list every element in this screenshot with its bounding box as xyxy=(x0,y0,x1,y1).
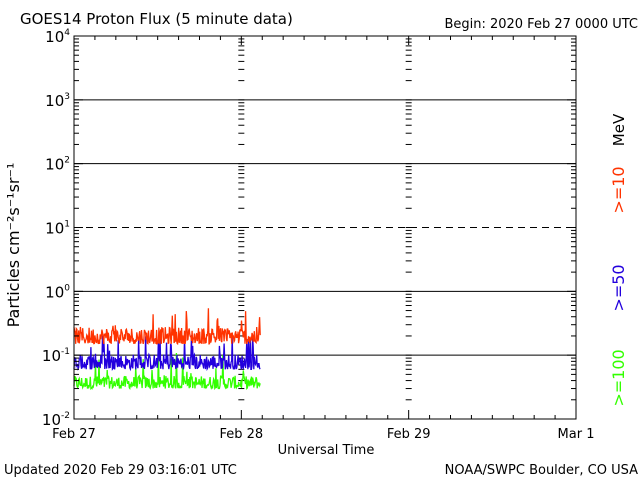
series-line-100 xyxy=(73,348,261,391)
x-tick-label: Feb 29 xyxy=(387,427,431,442)
y-tick-label: 104 xyxy=(45,28,70,46)
legend-entry-50: >=50 xyxy=(609,264,628,311)
legend: MeV >=10 >=50 >=100 xyxy=(609,113,628,407)
x-tick-label: Mar 1 xyxy=(558,427,595,442)
y-tick-label: 101 xyxy=(45,220,70,238)
series-layer xyxy=(73,308,261,391)
y-tick-label: 100 xyxy=(45,283,70,301)
chart-title: GOES14 Proton Flux (5 minute data) xyxy=(20,10,293,28)
series-line-50 xyxy=(73,334,261,372)
y-axis-label: Particles cm⁻²s⁻¹sr⁻¹ xyxy=(4,163,23,328)
x-tick-label: Feb 28 xyxy=(219,427,263,442)
begin-label: Begin: 2020 Feb 27 0000 UTC xyxy=(444,17,638,32)
x-axis-label: Universal Time xyxy=(278,443,375,458)
credit-label: NOAA/SWPC Boulder, CO USA xyxy=(445,463,638,478)
threshold-grid xyxy=(74,99,576,356)
y-axis-ticks xyxy=(74,38,576,420)
legend-entry-10: >=10 xyxy=(609,166,628,213)
legend-unit: MeV xyxy=(610,113,628,146)
x-axis-tick-labels: Feb 27 Feb 28 Feb 29 Mar 1 xyxy=(52,427,594,442)
updated-timestamp: Updated 2020 Feb 29 03:16:01 UTC xyxy=(4,463,237,478)
y-tick-label: 10-2 xyxy=(42,411,70,429)
y-tick-label: 103 xyxy=(45,92,70,110)
y-axis-tick-labels: 104 103 102 101 100 10-1 10-2 xyxy=(42,28,70,429)
series-line-10 xyxy=(73,308,261,346)
y-tick-label: 10-1 xyxy=(42,347,70,365)
legend-entry-100: >=100 xyxy=(609,349,628,406)
day-tick-marks xyxy=(73,36,577,420)
y-tick-label: 102 xyxy=(45,156,70,174)
x-tick-label: Feb 27 xyxy=(52,427,96,442)
